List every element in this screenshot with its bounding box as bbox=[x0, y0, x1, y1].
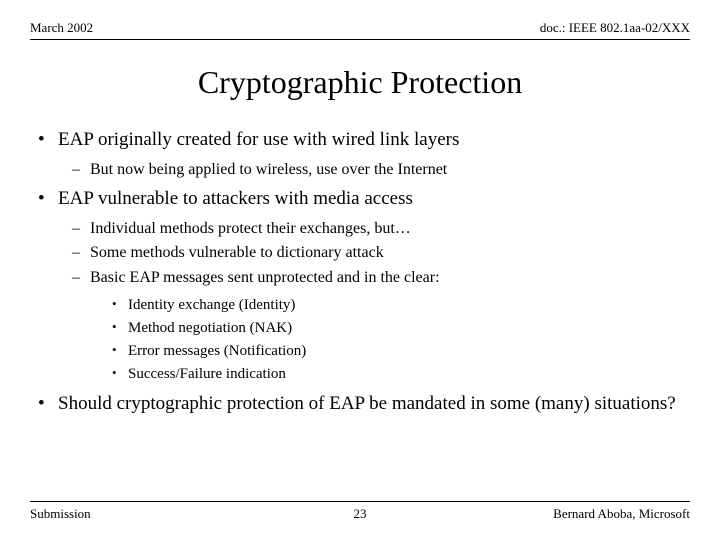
bullet-text: EAP originally created for use with wire… bbox=[58, 129, 459, 150]
bullet-text: Some methods vulnerable to dictionary at… bbox=[90, 244, 384, 261]
footer-author: Bernard Aboba, Microsoft bbox=[553, 506, 690, 522]
bullet-text: Individual methods protect their exchang… bbox=[90, 220, 411, 237]
slide-title: Cryptographic Protection bbox=[30, 64, 690, 101]
bullet-text: Should cryptographic protection of EAP b… bbox=[58, 393, 676, 414]
list-item: Some methods vulnerable to dictionary at… bbox=[58, 242, 690, 264]
bullet-text: But now being applied to wireless, use o… bbox=[90, 161, 447, 178]
bullet-list-level3: Identity exchange (Identity) Method nego… bbox=[90, 295, 690, 385]
bullet-text: Error messages (Notification) bbox=[128, 343, 306, 359]
footer-page-number: 23 bbox=[354, 506, 367, 522]
list-item: EAP vulnerable to attackers with media a… bbox=[30, 186, 690, 384]
bullet-text: Success/Failure indication bbox=[128, 366, 286, 382]
header: March 2002 doc.: IEEE 802.1aa-02/XXX bbox=[30, 20, 690, 40]
header-doc-id: doc.: IEEE 802.1aa-02/XXX bbox=[540, 20, 690, 36]
bullet-text: Basic EAP messages sent unprotected and … bbox=[90, 269, 440, 286]
footer-left: Submission bbox=[30, 506, 91, 522]
list-item: Success/Failure indication bbox=[90, 364, 690, 384]
header-date: March 2002 bbox=[30, 20, 93, 36]
bullet-text: Identity exchange (Identity) bbox=[128, 297, 295, 313]
bullet-text: EAP vulnerable to attackers with media a… bbox=[58, 188, 413, 209]
footer: Submission 23 Bernard Aboba, Microsoft bbox=[30, 501, 690, 522]
bullet-list-level2: But now being applied to wireless, use o… bbox=[58, 159, 690, 181]
list-item: EAP originally created for use with wire… bbox=[30, 127, 690, 180]
list-item: Basic EAP messages sent unprotected and … bbox=[58, 267, 690, 385]
list-item: But now being applied to wireless, use o… bbox=[58, 159, 690, 181]
list-item: Identity exchange (Identity) bbox=[90, 295, 690, 315]
bullet-list-level2: Individual methods protect their exchang… bbox=[58, 218, 690, 385]
slide-content: EAP originally created for use with wire… bbox=[30, 127, 690, 416]
list-item: Error messages (Notification) bbox=[90, 341, 690, 361]
bullet-list-level1: EAP originally created for use with wire… bbox=[30, 127, 690, 416]
list-item: Individual methods protect their exchang… bbox=[58, 218, 690, 240]
bullet-text: Method negotiation (NAK) bbox=[128, 320, 292, 336]
list-item: Should cryptographic protection of EAP b… bbox=[30, 391, 690, 417]
list-item: Method negotiation (NAK) bbox=[90, 318, 690, 338]
